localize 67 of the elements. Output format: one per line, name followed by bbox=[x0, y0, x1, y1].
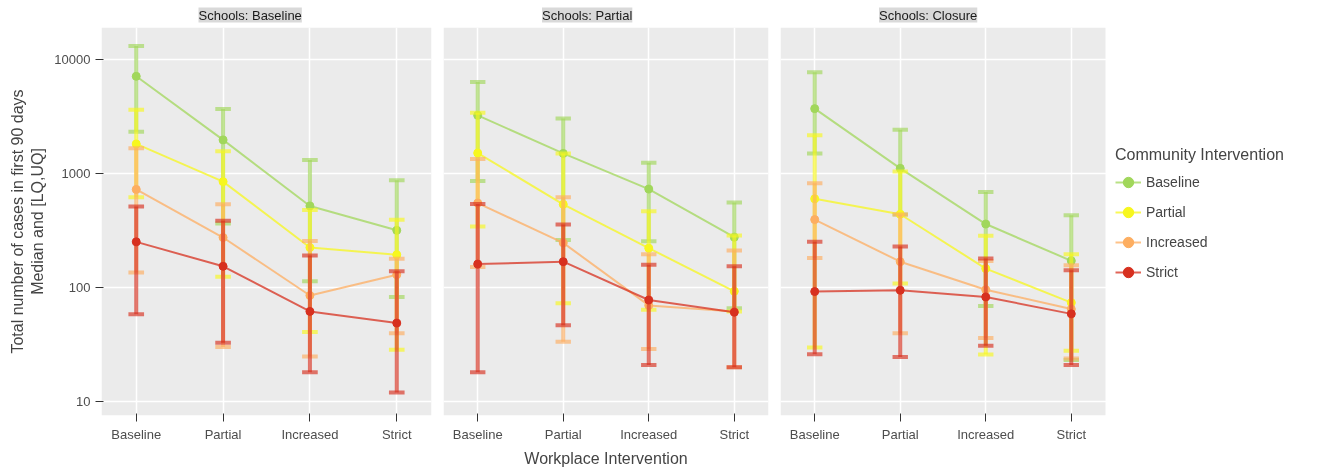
point bbox=[305, 306, 315, 316]
y-tick-label: 1000 bbox=[61, 166, 91, 182]
point bbox=[392, 270, 402, 280]
legend-title: Community Intervention bbox=[1115, 146, 1284, 164]
point bbox=[131, 139, 141, 149]
point bbox=[729, 286, 739, 296]
x-tick-label: Strict bbox=[381, 426, 412, 442]
point bbox=[729, 232, 739, 242]
point bbox=[810, 287, 820, 297]
x-tick-label: Strict bbox=[1056, 426, 1087, 442]
point bbox=[473, 148, 483, 158]
y-tick-label: 10 bbox=[76, 394, 91, 410]
point bbox=[558, 238, 568, 248]
point bbox=[895, 285, 905, 295]
point bbox=[810, 194, 820, 204]
legend-label: Strict bbox=[1146, 264, 1178, 280]
x-tick-label: Partial bbox=[544, 426, 582, 442]
x-tick-label: Increased bbox=[281, 426, 339, 442]
point bbox=[644, 184, 654, 194]
chart-title: Schools: Closure bbox=[879, 7, 978, 23]
point bbox=[392, 225, 402, 235]
x-axis-title: Workplace Intervention bbox=[524, 449, 688, 467]
point bbox=[473, 198, 483, 208]
point bbox=[981, 219, 991, 229]
point bbox=[558, 257, 568, 267]
point bbox=[1066, 309, 1076, 319]
point bbox=[810, 104, 820, 114]
x-tick-label: Increased bbox=[957, 426, 1015, 442]
point bbox=[392, 318, 402, 328]
y-tick-label: 10000 bbox=[54, 51, 91, 67]
x-tick-label: Increased bbox=[620, 426, 678, 442]
point bbox=[981, 292, 991, 302]
point bbox=[305, 243, 315, 252]
point bbox=[981, 285, 991, 295]
point bbox=[305, 201, 315, 211]
point bbox=[218, 177, 228, 187]
point bbox=[981, 264, 991, 274]
point bbox=[1066, 256, 1076, 266]
point bbox=[305, 290, 315, 300]
chart-title: Schools: Partial bbox=[542, 7, 633, 23]
x-tick-label: Partial bbox=[204, 426, 242, 442]
point bbox=[131, 184, 141, 194]
x-tick-label: Strict bbox=[719, 426, 750, 442]
legend-label: Baseline bbox=[1146, 174, 1200, 190]
point bbox=[473, 110, 483, 120]
point bbox=[473, 259, 483, 269]
point bbox=[558, 199, 568, 209]
point bbox=[218, 233, 228, 243]
x-tick-label: Baseline bbox=[452, 426, 503, 442]
legend-label: Partial bbox=[1146, 204, 1186, 220]
point bbox=[644, 243, 654, 253]
x-tick-label: Partial bbox=[881, 426, 919, 442]
chart-title: Schools: Baseline bbox=[198, 7, 302, 23]
point bbox=[131, 237, 141, 247]
x-tick-label: Baseline bbox=[111, 426, 162, 442]
point bbox=[131, 71, 141, 81]
point bbox=[810, 215, 820, 225]
point bbox=[895, 163, 905, 173]
y-axis-title: Total number of cases in first 90 days Median and [LQ,UQ] bbox=[8, 89, 47, 354]
point bbox=[218, 261, 228, 271]
point bbox=[644, 295, 654, 305]
point bbox=[218, 135, 228, 145]
point bbox=[895, 257, 905, 267]
x-tick-label: Baseline bbox=[789, 426, 840, 442]
y-tick-label: 100 bbox=[68, 280, 91, 296]
point bbox=[392, 250, 402, 260]
legend-label: Increased bbox=[1146, 234, 1208, 250]
